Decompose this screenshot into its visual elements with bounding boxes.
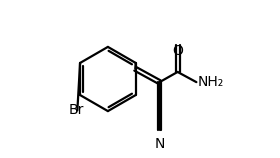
Text: O: O xyxy=(172,44,183,58)
Text: NH₂: NH₂ xyxy=(197,75,223,89)
Text: N: N xyxy=(154,137,165,151)
Text: Br: Br xyxy=(69,103,84,117)
